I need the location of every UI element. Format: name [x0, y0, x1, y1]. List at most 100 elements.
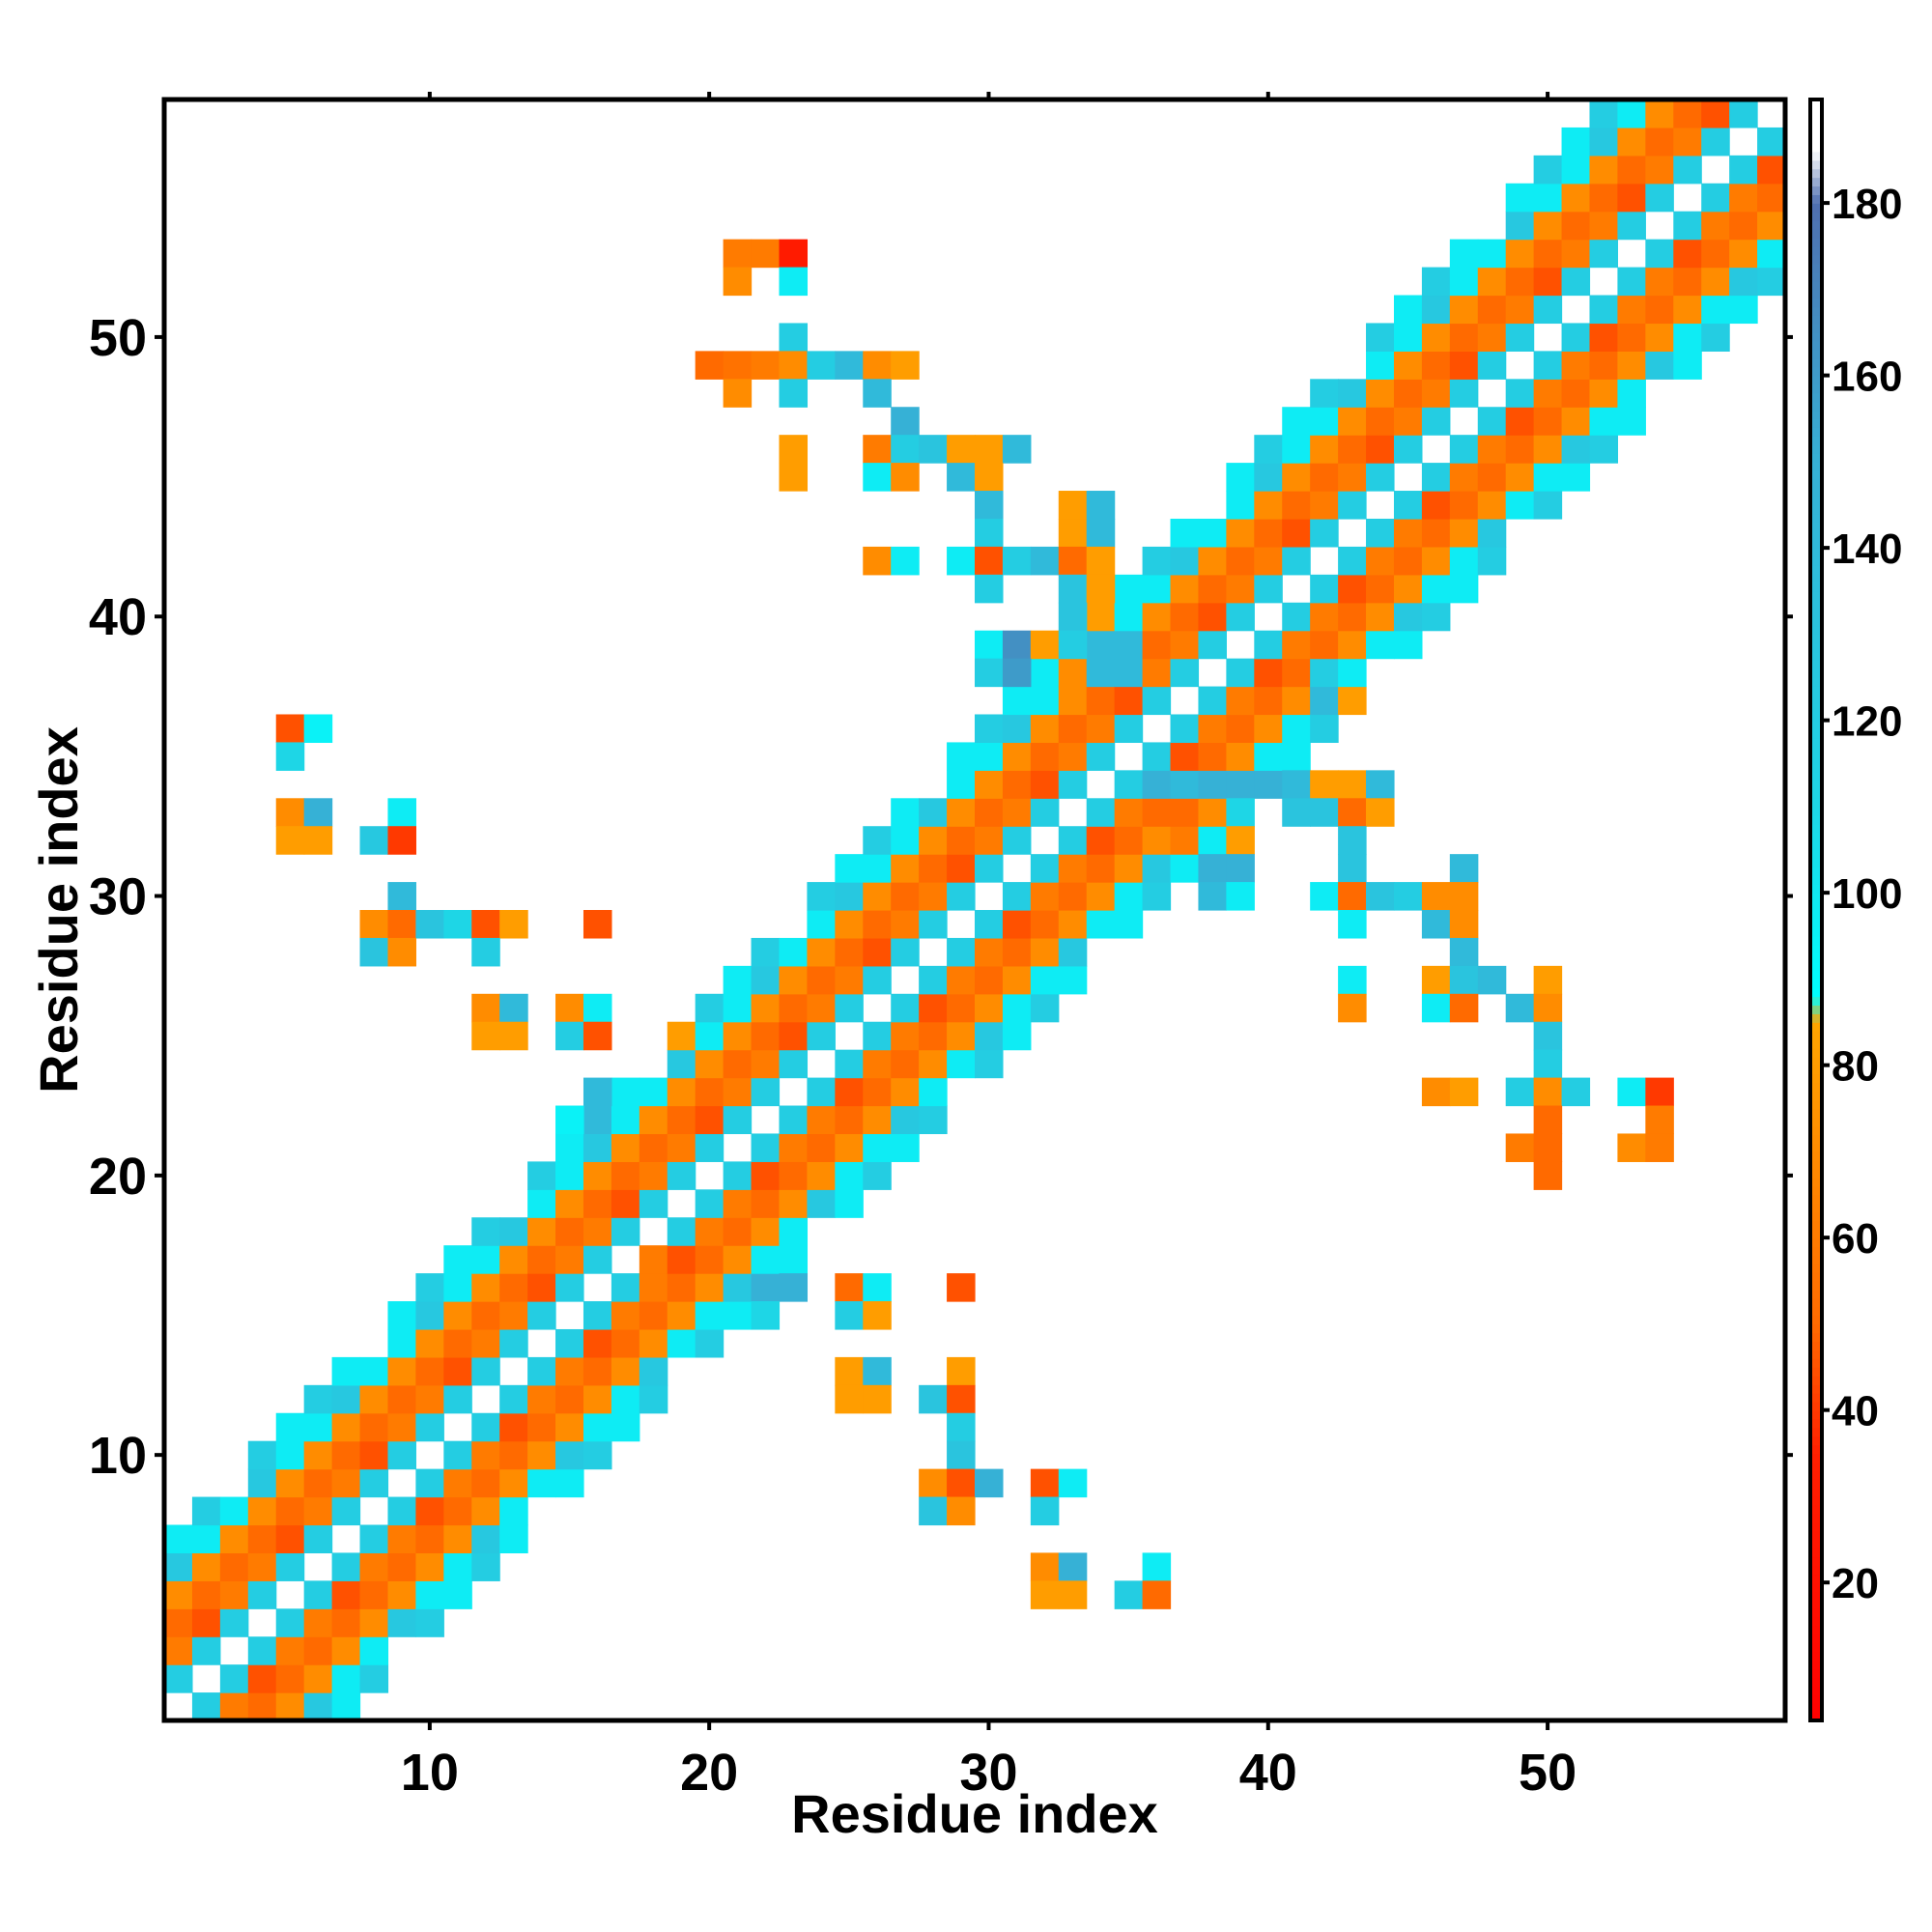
heatmap-cell — [1086, 658, 1116, 688]
colorbar-segment — [1810, 754, 1822, 765]
heatmap-cell — [1114, 854, 1144, 883]
colorbar-segment — [1810, 436, 1822, 445]
heatmap-cell — [1617, 155, 1646, 185]
heatmap-cell — [582, 1161, 612, 1190]
heatmap-cell — [1421, 910, 1451, 939]
heatmap-cell — [723, 239, 753, 269]
x-tick-label: 30 — [959, 1744, 1017, 1802]
colorbar-segment — [1810, 1660, 1822, 1670]
heatmap-cell — [555, 1440, 584, 1470]
colorbar-segment — [1810, 823, 1822, 834]
heatmap-cell — [919, 854, 948, 883]
heatmap-cell — [582, 1384, 612, 1414]
heatmap-cell — [471, 1440, 500, 1470]
heatmap-cell — [1002, 965, 1032, 995]
heatmap-cell — [1421, 267, 1451, 297]
heatmap-cell — [1030, 882, 1060, 911]
heatmap-cell — [1589, 351, 1619, 380]
heatmap-cell — [387, 798, 416, 827]
heatmap-cell — [387, 1384, 416, 1414]
heatmap-cell — [555, 1356, 584, 1386]
heatmap-cell — [415, 1301, 444, 1330]
heatmap-cell — [1086, 714, 1116, 744]
heatmap-cell — [1338, 379, 1367, 408]
heatmap-cell — [1086, 910, 1116, 939]
heatmap-cell — [1058, 686, 1088, 716]
heatmap-cell — [1393, 518, 1423, 548]
heatmap-cell — [807, 1077, 836, 1107]
colorbar-segment — [1810, 1341, 1822, 1351]
heatmap-cell — [1310, 491, 1339, 520]
heatmap-cell — [527, 1468, 556, 1498]
heatmap-cell — [1002, 686, 1032, 716]
heatmap-cell — [1449, 546, 1479, 576]
heatmap-cell — [1002, 910, 1032, 939]
heatmap-cell — [1114, 882, 1144, 911]
heatmap-cell — [723, 379, 753, 408]
heatmap-cell — [303, 1608, 333, 1637]
heatmap-cell — [779, 1133, 809, 1162]
heatmap-cell — [1617, 127, 1646, 156]
heatmap-cell — [975, 742, 1004, 771]
heatmap-cell — [359, 1356, 389, 1386]
heatmap-cell — [1114, 798, 1144, 827]
heatmap-cell — [331, 1664, 361, 1693]
heatmap-cell — [835, 1189, 864, 1218]
heatmap-cell — [582, 1440, 612, 1470]
colorbar-segment — [1810, 504, 1822, 515]
heatmap-cell — [723, 1161, 753, 1190]
heatmap-cell — [1226, 882, 1255, 911]
heatmap-cell — [1030, 1552, 1060, 1581]
colorbar-segment — [1810, 254, 1822, 265]
colorbar-segment — [1810, 1504, 1822, 1515]
y-axis-title: Residue index — [28, 726, 89, 1094]
heatmap-cell — [751, 1189, 781, 1218]
heatmap-cell — [751, 1301, 781, 1330]
heatmap-cell — [1338, 686, 1367, 716]
heatmap-cell — [359, 1608, 389, 1637]
heatmap-cell — [695, 1077, 724, 1107]
x-tick-label: 40 — [1239, 1744, 1297, 1802]
heatmap-cell — [1282, 463, 1311, 492]
heatmap-cell — [219, 1524, 249, 1554]
heatmap-cell — [1505, 239, 1535, 269]
heatmap-cell — [1673, 295, 1702, 325]
heatmap-cell — [164, 1664, 193, 1693]
heatmap-cell — [723, 993, 753, 1023]
heatmap-cell — [275, 1524, 305, 1554]
heatmap-cell — [471, 1301, 500, 1330]
heatmap-cell — [835, 1133, 864, 1162]
colorbar-segment — [1810, 944, 1822, 954]
heatmap-cell — [975, 574, 1004, 604]
heatmap-cell — [1589, 99, 1619, 128]
heatmap-cell — [947, 1496, 976, 1526]
heatmap-cell — [1086, 518, 1116, 548]
heatmap-cell — [219, 1664, 249, 1693]
heatmap-cell — [1533, 211, 1563, 241]
heatmap-cell — [303, 826, 333, 855]
heatmap-cell — [751, 1133, 781, 1162]
colorbar-segment — [1810, 185, 1822, 195]
heatmap-cell — [1142, 882, 1172, 911]
heatmap-cell — [1198, 882, 1227, 911]
heatmap-cell — [1645, 323, 1674, 352]
heatmap-cell — [891, 1077, 920, 1107]
heatmap-cell — [807, 937, 836, 967]
heatmap-cell — [835, 937, 864, 967]
heatmap-cell — [1561, 435, 1591, 464]
colorbar-segment — [1810, 1159, 1822, 1170]
heatmap-cell — [1310, 882, 1339, 911]
colorbar-segment — [1810, 814, 1822, 825]
heatmap-cell — [1226, 798, 1255, 827]
heatmap-cell — [1310, 686, 1339, 716]
heatmap-cell — [1030, 714, 1060, 744]
colorbar-segment — [1810, 151, 1822, 161]
heatmap-cell — [1449, 351, 1479, 380]
heatmap-cell — [1449, 239, 1479, 269]
colorbar-segment — [1810, 564, 1822, 575]
heatmap-cell — [723, 1245, 753, 1274]
heatmap-cell — [1002, 770, 1032, 799]
colorbar-segment — [1810, 1022, 1822, 1032]
heatmap-cell — [667, 1105, 696, 1135]
heatmap-cell — [499, 1384, 528, 1414]
